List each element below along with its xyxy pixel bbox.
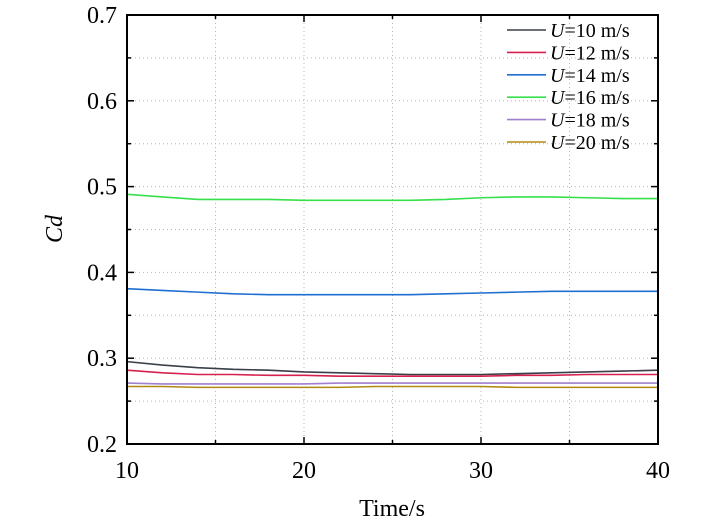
- tick-labels: 10 20 30 40 0.2 0.3 0.4 0.5 0.6 0.7: [87, 3, 670, 484]
- legend-entry-value: =12 m/s: [564, 42, 629, 64]
- legend-entry-variable: U: [550, 87, 566, 109]
- y-tick-label: 0.3: [87, 346, 117, 372]
- y-tick-label: 0.4: [87, 260, 117, 286]
- legend-entry-value: =14 m/s: [564, 65, 629, 87]
- grid: [127, 15, 658, 444]
- legend-entry-variable: U: [550, 42, 566, 64]
- x-tick-label: 40: [646, 458, 670, 484]
- legend-entry-value: =20 m/s: [564, 132, 629, 154]
- x-tick-label: 20: [292, 458, 316, 484]
- legend-entry: U=16 m/s: [550, 87, 630, 109]
- legend: U=10 m/sU=12 m/sU=14 m/sU=16 m/sU=18 m/s…: [507, 20, 630, 154]
- ticks: [126, 14, 659, 445]
- legend-entry: U=14 m/s: [550, 65, 630, 87]
- x-tick-label: 30: [469, 458, 493, 484]
- y-tick-label: 0.5: [87, 175, 117, 201]
- y-tick-label: 0.7: [87, 3, 117, 29]
- legend-entry-variable: U: [550, 20, 566, 42]
- y-axis-title: Cd: [42, 214, 68, 243]
- legend-entry-variable: U: [550, 132, 566, 154]
- legend-entry: U=18 m/s: [550, 110, 630, 132]
- series-line-6: [127, 385, 658, 389]
- legend-entry-variable: U: [550, 65, 566, 87]
- series-layer: [126, 193, 659, 389]
- legend-entry-value: =10 m/s: [564, 20, 629, 42]
- x-tick-label: 10: [115, 458, 139, 484]
- x-axis-title: Time/s: [359, 496, 425, 522]
- legend-entry-value: =18 m/s: [564, 110, 629, 132]
- legend-entry: U=20 m/s: [550, 132, 630, 154]
- legend-entry: U=10 m/s: [550, 20, 630, 42]
- series-line-2: [126, 369, 658, 378]
- series-line-3: [126, 287, 658, 296]
- series-line-1: [126, 360, 659, 376]
- legend-entry: U=12 m/s: [550, 42, 630, 64]
- series-line-5: [126, 382, 658, 385]
- y-tick-label: 0.6: [87, 89, 117, 115]
- series-line-4: [126, 193, 658, 202]
- legend-entry-value: =16 m/s: [564, 87, 629, 109]
- legend-entry-variable: U: [550, 110, 566, 132]
- y-tick-label: 0.2: [87, 432, 117, 458]
